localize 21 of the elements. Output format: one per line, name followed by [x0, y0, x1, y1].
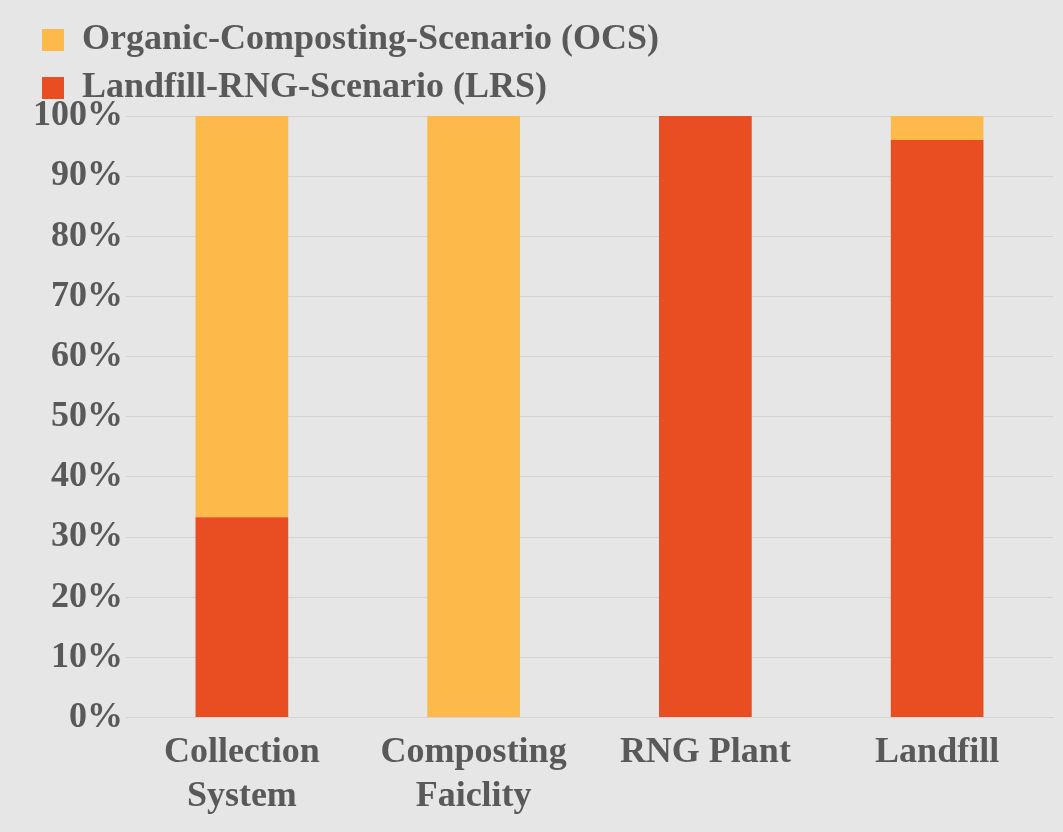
- x-tick-label: RNG Plant: [619, 730, 791, 771]
- y-tick-label: 90%: [51, 153, 123, 194]
- y-tick-label: 10%: [51, 634, 123, 675]
- y-tick-label: 60%: [51, 333, 123, 374]
- x-tick-label: Composting Faiclity: [380, 730, 567, 814]
- y-tick-label: 0%: [69, 694, 123, 735]
- x-tick-label: Collection System: [163, 730, 320, 814]
- y-tick-label: 50%: [51, 394, 123, 435]
- y-tick-label: 70%: [51, 273, 123, 314]
- x-tick-label: Landfill: [875, 730, 1000, 771]
- bar: [890, 116, 984, 141]
- bar: [195, 517, 289, 718]
- bar: [890, 140, 984, 718]
- y-tick-label: 20%: [51, 574, 123, 615]
- y-tick-label: 30%: [51, 514, 123, 555]
- bar: [427, 116, 520, 718]
- y-tick-label: 80%: [51, 213, 123, 254]
- y-tick-label: 40%: [51, 454, 123, 495]
- bar: [659, 116, 752, 718]
- bar: [195, 116, 289, 518]
- legend-label: Organic-Composting-Scenario (OCS): [82, 17, 659, 58]
